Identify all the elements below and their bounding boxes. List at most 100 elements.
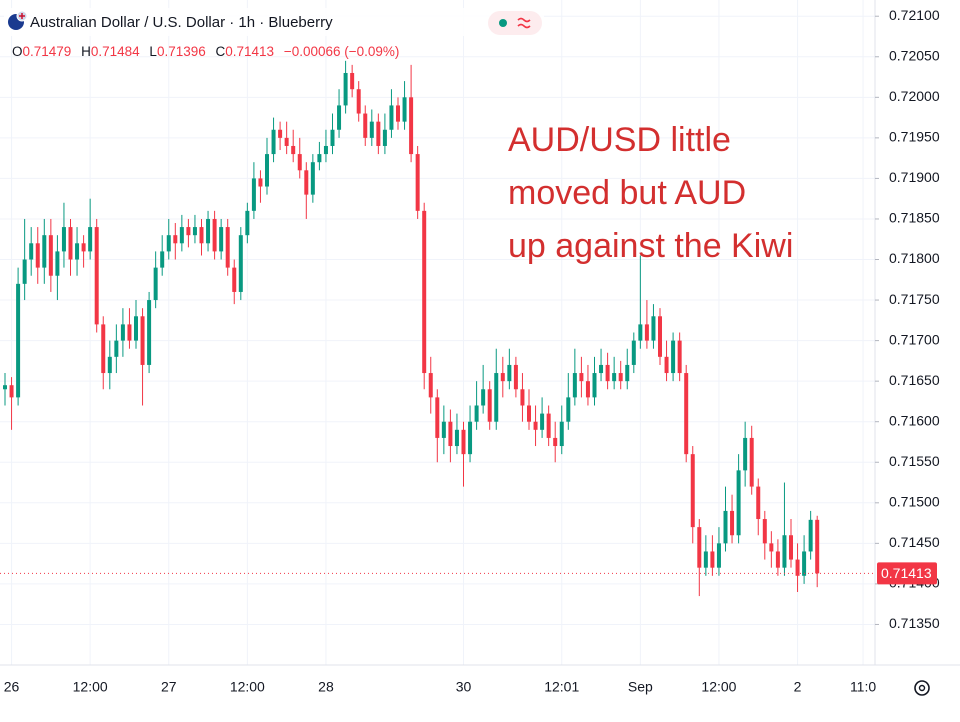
candle-body — [762, 519, 767, 544]
candle-body — [389, 105, 394, 130]
candle-body — [743, 437, 748, 471]
candle-body — [127, 324, 132, 341]
low-value: 0.71396 — [157, 44, 206, 59]
open-value: 0.71479 — [23, 44, 72, 59]
candle-body — [160, 251, 165, 268]
header-bg — [4, 8, 544, 36]
high-value: 0.71484 — [91, 44, 140, 59]
candle-body — [343, 72, 348, 106]
x-tick-label: 12:00 — [230, 679, 265, 695]
candle-body — [671, 340, 676, 374]
candle-body — [507, 364, 512, 382]
candle-body — [219, 227, 224, 252]
y-tick-label: 0.71450 — [889, 534, 940, 550]
y-tick-label: 0.72100 — [889, 7, 940, 23]
candle-body — [199, 227, 204, 244]
candle-body — [756, 486, 761, 520]
last-price-badge — [877, 562, 937, 585]
candle-body — [572, 373, 577, 398]
candle-body — [500, 373, 505, 382]
change-value: −0.00066 (−0.09%) — [284, 44, 400, 59]
candle-body — [166, 235, 171, 252]
y-tick-label: 0.71800 — [889, 250, 940, 266]
status-pill — [488, 11, 542, 35]
candle-body — [612, 373, 617, 382]
candle-body — [703, 551, 708, 568]
y-tick-label: 0.71850 — [889, 210, 940, 226]
candle-body — [487, 389, 492, 422]
candle-body — [454, 429, 459, 447]
candle-body — [494, 373, 499, 422]
candle-body — [225, 227, 230, 268]
x-tick-label: 27 — [161, 679, 177, 695]
candle-body — [658, 316, 662, 357]
settings-icon[interactable] — [914, 680, 930, 696]
y-tick-label: 0.71700 — [889, 331, 940, 347]
price-axis: 0.713500.714000.714500.715000.715500.716… — [875, 7, 940, 631]
candle-body — [769, 543, 774, 552]
y-tick-label: 0.72000 — [889, 88, 940, 104]
candle-body — [238, 235, 243, 292]
candle-body — [448, 421, 453, 447]
candle-body — [540, 413, 545, 430]
flag-icon — [8, 10, 28, 30]
candle-body — [697, 527, 702, 568]
x-tick-label: 2 — [794, 679, 802, 695]
candle-body — [153, 267, 158, 301]
settings-icon-core[interactable] — [918, 684, 926, 692]
candle-body — [94, 227, 99, 325]
high-label: H — [81, 44, 91, 59]
candle-body — [251, 178, 256, 211]
low-label: L — [149, 44, 157, 59]
candle-body — [730, 510, 735, 536]
candle-body — [402, 97, 407, 122]
y-tick-label: 0.71750 — [889, 291, 940, 307]
candle-body — [415, 154, 420, 211]
header: Australian Dollar / U.S. Dollar · 1h · B… — [4, 8, 544, 59]
candle-body — [435, 397, 440, 438]
candle-body — [212, 218, 217, 252]
candle-body — [789, 535, 793, 560]
candle-body — [441, 421, 446, 438]
candle-body — [88, 227, 93, 252]
candle-body — [481, 389, 486, 406]
candle-body — [61, 227, 66, 252]
candle-body — [310, 162, 315, 195]
candle-body — [585, 381, 590, 398]
candle-body — [35, 243, 40, 268]
candle-body — [579, 373, 584, 382]
candle-body — [808, 519, 813, 552]
candle-body — [802, 551, 807, 576]
candle-body — [566, 397, 571, 422]
candle-body — [684, 373, 689, 455]
candle-body — [232, 267, 237, 292]
candle-body — [337, 105, 342, 130]
candle-body — [350, 72, 355, 90]
candle-body — [664, 356, 669, 374]
x-tick-label: Sep — [628, 679, 653, 695]
candle-body — [396, 105, 400, 122]
candle-body — [107, 356, 112, 374]
symbol-title: Australian Dollar / U.S. Dollar · 1h · B… — [30, 14, 333, 31]
candle-body — [631, 340, 636, 365]
y-tick-label: 0.72050 — [889, 47, 940, 63]
candle-body — [179, 227, 184, 244]
candle-body — [258, 178, 263, 187]
status-icon — [517, 17, 531, 29]
candle-body — [382, 129, 387, 146]
y-tick-label: 0.71900 — [889, 169, 940, 185]
annotation-text: moved but AUD — [508, 174, 746, 212]
candle-body — [363, 113, 368, 138]
x-tick-label: 30 — [456, 679, 472, 695]
candle-body — [304, 170, 309, 195]
x-tick-label: 26 — [4, 679, 20, 695]
settings-button[interactable] — [914, 680, 930, 696]
candle-body — [474, 405, 479, 422]
candle-body — [114, 340, 119, 357]
candle-body — [736, 470, 741, 536]
candle-body — [16, 283, 21, 398]
candles — [0, 60, 875, 597]
candle-body — [723, 510, 728, 544]
x-tick-label: 12:00 — [701, 679, 736, 695]
